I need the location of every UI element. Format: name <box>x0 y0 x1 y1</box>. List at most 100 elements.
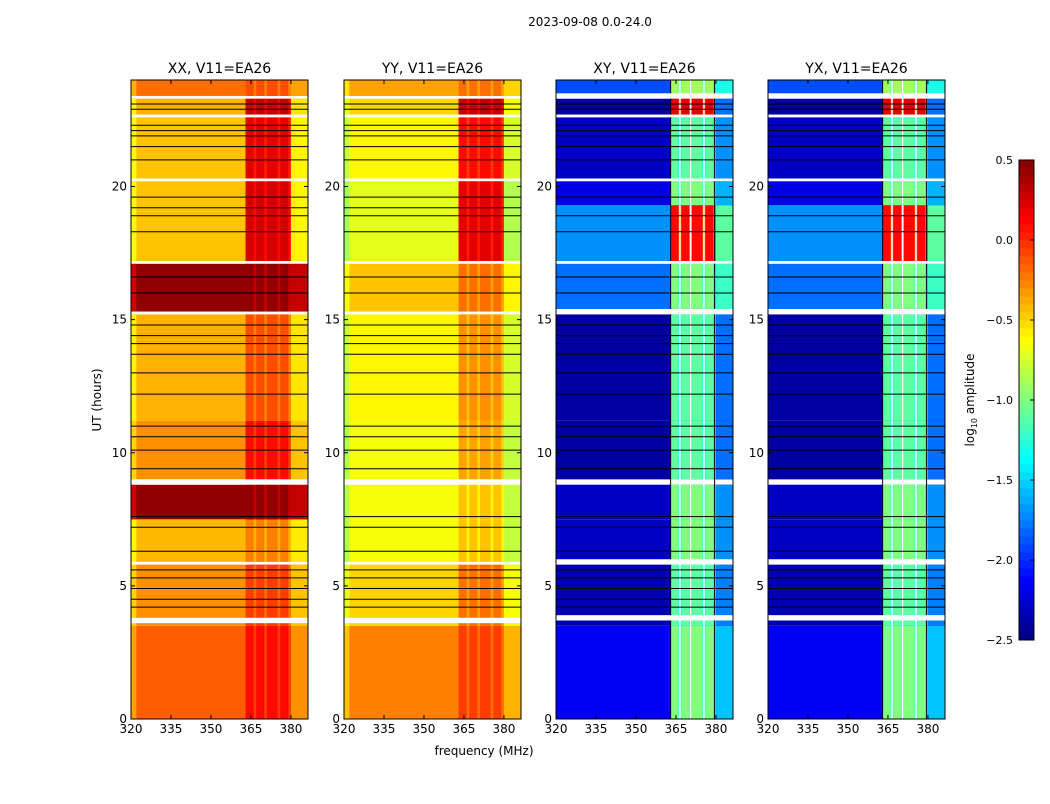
heatmap-cell <box>290 314 308 421</box>
colorbar-segment <box>1019 400 1034 409</box>
heatmap-cell <box>893 484 902 520</box>
panel-frame <box>130 79 309 720</box>
heatmap-cell <box>344 314 350 421</box>
y-tick-label: 20 <box>749 180 764 194</box>
heatmap-cell <box>266 519 278 562</box>
heatmap-cell <box>266 625 278 719</box>
colorbar-segment <box>1019 280 1034 289</box>
heatmap-cell <box>715 564 733 626</box>
heatmap-cell <box>266 98 278 115</box>
heatmap-cell <box>266 484 278 520</box>
heatmap-cell <box>681 98 690 115</box>
heatmap-cell <box>882 625 891 719</box>
heatmap-cell <box>493 314 502 421</box>
heatmap-cell <box>927 314 945 421</box>
heatmap-cell <box>469 80 478 96</box>
flagged-gap <box>768 559 945 565</box>
heatmap-cell <box>670 314 679 421</box>
colorbar-segment <box>1019 160 1034 169</box>
colorbar-segment <box>1019 392 1034 401</box>
colorbar-segment <box>1019 616 1034 625</box>
heatmap-cell <box>245 181 254 262</box>
flagged-gap <box>556 114 733 118</box>
y-tick-label: 10 <box>749 446 764 460</box>
y-tick-label: 20 <box>537 180 552 194</box>
heatmap-cell <box>493 181 502 262</box>
colorbar-segment <box>1019 600 1034 609</box>
colorbar-segment <box>1019 536 1034 545</box>
colorbar-tick-label: −0.5 <box>986 314 1013 327</box>
heatmap-cell <box>280 117 289 179</box>
flagged-gap <box>768 178 945 182</box>
colorbar-segment <box>1019 584 1034 593</box>
heatmap-cell <box>280 98 289 115</box>
heatmap-cell <box>681 117 690 179</box>
heatmap-cell <box>245 80 254 96</box>
colorbar-segment <box>1019 456 1034 465</box>
heatmap-cell <box>131 263 137 312</box>
heatmap-cell <box>458 98 467 115</box>
heatmap-cell <box>256 117 265 179</box>
heatmap-cell <box>280 314 289 421</box>
heatmap-cell <box>691 314 703 421</box>
heatmap-cell <box>882 263 891 312</box>
heatmap-cell <box>469 625 478 719</box>
heatmap-cell <box>715 117 733 179</box>
heatmap-cell <box>479 181 491 262</box>
heatmap-cell <box>131 625 137 719</box>
flagged-gap <box>131 561 308 565</box>
flagged-gap <box>344 178 521 182</box>
heatmap-cell <box>917 263 926 312</box>
panel-title: XY, V11=EA26 <box>593 61 695 77</box>
heatmap-cell <box>479 80 491 96</box>
heatmap-cell <box>256 519 265 562</box>
y-tick-label: 0 <box>756 712 764 726</box>
heatmap-cell <box>344 625 350 719</box>
colorbar-tick-label: 0.5 <box>996 154 1014 167</box>
colorbar-label-rest: amplitude <box>963 354 977 418</box>
heatmap-cell <box>903 181 915 206</box>
heatmap-cell <box>280 519 289 562</box>
heatmap-cell <box>131 181 137 262</box>
heatmap-cell <box>691 80 703 96</box>
heatmap-cell <box>503 181 521 262</box>
flagged-gap <box>344 311 521 315</box>
heatmap-cell <box>245 519 254 562</box>
heatmap-cell <box>131 314 137 421</box>
heatmap-cell <box>903 80 915 96</box>
heatmap-cell <box>893 117 902 179</box>
x-tick-label: 380 <box>492 722 515 736</box>
flagged-gap <box>344 114 521 118</box>
flagged-gap <box>131 617 308 624</box>
heatmap-cell <box>493 98 502 115</box>
heatmap-cell <box>715 181 733 206</box>
heatmap-cell <box>893 263 902 312</box>
heatmap-cell <box>479 519 491 562</box>
colorbar-segment <box>1019 304 1034 313</box>
heatmap-cell <box>715 263 733 312</box>
flagged-gap <box>131 311 308 315</box>
y-tick-label: 15 <box>325 313 340 327</box>
y-tick-label: 5 <box>544 579 552 593</box>
colorbar-segment <box>1019 224 1034 233</box>
colorbar-segment <box>1019 344 1034 353</box>
heatmap-cell <box>344 117 350 179</box>
heatmap-cell <box>882 181 891 206</box>
heatmap-cell <box>493 80 502 96</box>
colorbar-segment <box>1019 320 1034 329</box>
x-tick-label: 365 <box>665 722 688 736</box>
colorbar-segment <box>1019 512 1034 521</box>
colorbar-segment <box>1019 592 1034 601</box>
heatmap-cell <box>344 484 350 520</box>
heatmap-cell <box>670 117 679 179</box>
colorbar-label-log: log <box>963 428 977 446</box>
x-tick-label: 365 <box>240 722 263 736</box>
heatmap-cell <box>893 314 902 421</box>
heatmap-cell <box>670 263 679 312</box>
heatmap-cell <box>469 519 478 562</box>
heatmap-cell <box>691 117 703 179</box>
heatmap-cell <box>256 98 265 115</box>
x-tick-label: 350 <box>413 722 436 736</box>
x-tick-label: 380 <box>279 722 302 736</box>
flagged-gap <box>131 95 308 99</box>
